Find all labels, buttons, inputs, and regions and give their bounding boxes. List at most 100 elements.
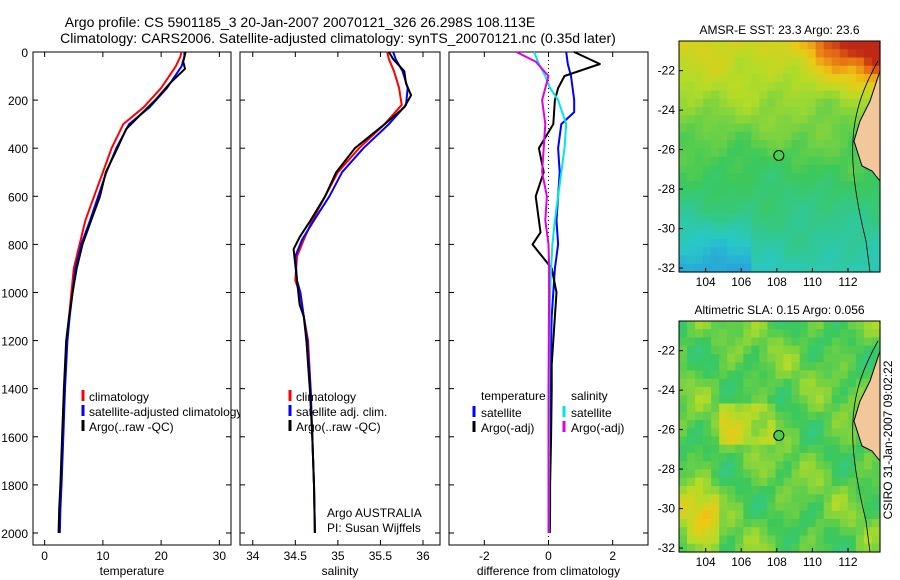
heatmap-cell [719,181,728,191]
heatmap-cell [807,90,817,100]
heatmap-cell [735,477,744,487]
heatmap-cell [831,337,841,347]
heatmap-cell [775,461,785,471]
heatmap-cell [783,387,793,396]
heatmap-cell [743,222,752,232]
heatmap-cell [767,82,777,92]
heatmap-cell [687,477,696,487]
argo-float-marker [773,149,785,161]
heatmap-cell [695,387,704,396]
heatmap-cell [767,436,777,446]
heatmap-cell [799,181,809,191]
heatmap-cell [679,469,688,479]
heatmap-cell [847,519,857,528]
heatmap-cell [727,263,736,273]
heatmap-cell [863,173,873,182]
heatmap-cell [759,197,769,207]
heatmap-cell [831,444,841,454]
heatmap-cell [783,519,793,528]
heatmap-cell [711,148,720,158]
legend-entry: satellite-adjusted climatology [89,405,242,419]
heatmap-cell [815,230,825,240]
heatmap-cell [847,527,857,537]
heatmap-cell [855,189,865,199]
heatmap-cell [703,247,712,257]
heatmap-cell [807,74,817,83]
heatmap-cell [839,156,849,166]
heatmap-cell [735,115,744,125]
heatmap-cell [855,519,865,528]
heatmap-cell [743,428,752,438]
longitude-tick-label: 110 [803,555,822,569]
heatmap-cell [847,230,857,240]
heatmap-cell [799,428,809,438]
heatmap-cell [823,222,833,232]
heatmap-cell [783,502,793,512]
heatmap-cell [815,164,825,174]
heatmap-cell [751,131,760,141]
heatmap-cell [815,502,825,512]
heatmap-cell [807,411,817,421]
heatmap-cell [855,543,865,553]
heatmap-cell [847,41,857,50]
heatmap-cell [855,502,865,512]
heatmap-cell [719,543,728,553]
heatmap-cell [695,239,704,248]
heatmap-cell [719,206,728,215]
latitude-tick-label: -30 [658,502,676,516]
heatmap-cell [679,107,688,116]
heatmap-cell [751,255,760,265]
heatmap-cell [735,436,744,446]
heatmap-cell [759,502,769,512]
heatmap-cell [847,65,857,75]
australia-coastline [853,70,881,183]
heatmap-cell [695,535,704,545]
heatmap-cell [791,222,801,232]
heatmap-cell [679,329,688,339]
heatmap-cell [855,461,865,471]
heatmap-cell [855,387,865,396]
heatmap-cell [807,428,817,438]
heatmap-cell [815,494,825,504]
heatmap-cell [799,370,809,380]
heatmap-cell [815,370,825,380]
heatmap-cell [703,354,712,363]
heatmap-cell [743,214,752,224]
heatmap-cell [815,140,825,149]
heatmap-cell [687,189,696,199]
x-tick-label: 2 [609,549,616,563]
heatmap-cell [815,453,825,462]
heatmap-cell [775,354,785,363]
heatmap-cell [847,486,857,495]
sla-color-field [679,321,881,553]
heatmap-cell [735,354,744,363]
heatmap-cell [775,321,785,330]
sla-map-panel: 104 106 108 110 112 -22 -24 -26 -28 -30 -32 Altimet… [658,303,881,569]
heatmap-cell [807,453,817,462]
heatmap-cell [735,49,744,59]
heatmap-cell [823,337,833,347]
heatmap-cell [831,543,841,553]
heatmap-cell [783,57,793,67]
y-tick-label: 400 [8,142,28,156]
heatmap-cell [767,527,777,537]
heatmap-cell [799,395,809,405]
heatmap-cell [815,156,825,166]
heatmap-cell [695,123,704,133]
heatmap-cell [871,494,881,504]
heatmap-cell [735,222,744,232]
heatmap-cell [751,90,760,100]
heatmap-cell [783,49,793,59]
heatmap-cell [807,148,817,158]
heatmap-cell [687,247,696,257]
heatmap-cell [815,436,825,446]
heatmap-cell [863,247,873,257]
heatmap-cell [695,395,704,405]
heatmap-cell [727,49,736,59]
heatmap-cell [791,65,801,75]
heatmap-cell [703,494,712,504]
heatmap-cell [791,345,801,355]
heatmap-cell [711,428,720,438]
title-line-1: Argo profile: CS 5901185_3 20-Jan-2007 2… [65,14,535,30]
heatmap-cell [687,494,696,504]
